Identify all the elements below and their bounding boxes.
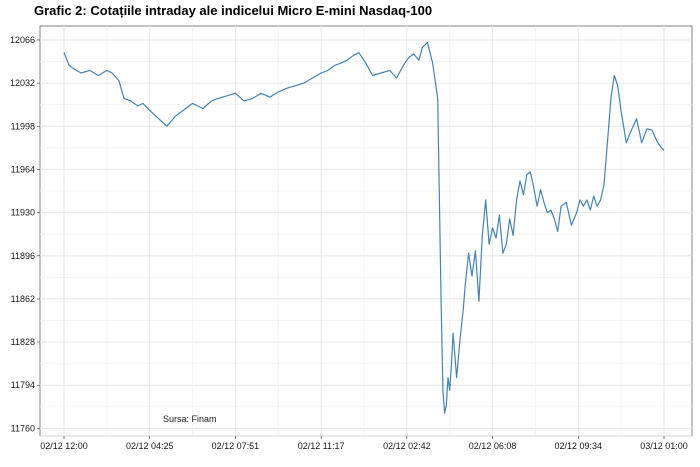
y-tick-label: 12032 <box>10 78 35 88</box>
x-tick-label: 02/12 07:51 <box>212 441 260 451</box>
series-line <box>63 41 665 414</box>
y-tick-label: 11862 <box>11 294 35 304</box>
y-tick-label: 12066 <box>10 35 35 45</box>
y-tick-label: 11896 <box>11 251 35 261</box>
y-tick-label: 11794 <box>11 380 35 390</box>
x-tick-label: 02/12 11:17 <box>298 441 345 451</box>
x-tick-label: 02/12 09:34 <box>555 441 603 451</box>
x-tick-label: 02/12 04:25 <box>126 441 174 451</box>
grid-lines <box>40 26 692 437</box>
y-tick-label: 11964 <box>11 164 35 174</box>
chart-title: Grafic 2: Cotațiile intraday ale indicel… <box>34 3 433 18</box>
y-tick-label: 11998 <box>11 121 35 131</box>
y-axis: 11760 11794 11828 11862 11896 11930 11964 11998… <box>10 35 40 433</box>
series-layer <box>63 41 665 414</box>
y-tick-label: 11760 <box>11 423 35 433</box>
x-tick-label: 03/12 01:00 <box>640 441 688 451</box>
x-tick-label: 02/12 12:00 <box>40 441 88 451</box>
source-note: Sursa: Finam <box>163 414 217 424</box>
y-tick-label: 11930 <box>11 208 35 218</box>
plot-panel <box>39 25 693 437</box>
x-tick-label: 02/12 02:42 <box>383 441 431 451</box>
y-tick-label: 11828 <box>11 337 35 347</box>
x-tick-label: 02/12 06:08 <box>469 441 517 451</box>
x-axis: 02/12 12:00 02/12 04:25 02/12 07:51 02/12 1… <box>40 436 688 451</box>
